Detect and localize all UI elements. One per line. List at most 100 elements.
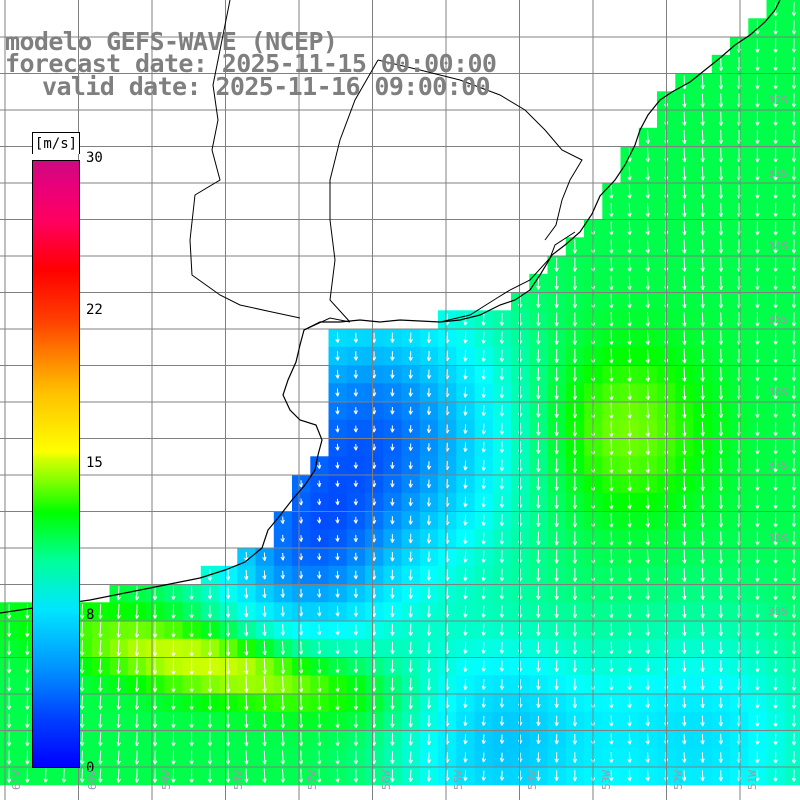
wind-arrow [609, 715, 614, 727]
wind-arrow [390, 516, 395, 525]
wind-arrow [627, 366, 632, 382]
wind-cell [784, 164, 800, 184]
wind-arrow [134, 586, 140, 601]
wind-arrow [755, 733, 760, 745]
wind-arrow [773, 513, 778, 528]
wind-arrow [554, 294, 559, 309]
wind-arrow [225, 587, 231, 600]
wind-arrow [335, 498, 340, 506]
wind-arrow [572, 715, 578, 727]
wind-arrow [755, 348, 760, 364]
wind-arrow [481, 550, 486, 563]
wind-arrow [773, 678, 778, 691]
wind-arrow [189, 639, 194, 657]
wind-arrow [98, 732, 103, 747]
wind-arrow [791, 568, 797, 582]
wind-arrow [536, 513, 541, 527]
wind-arrow [554, 715, 559, 727]
wind-arrow [572, 348, 578, 364]
wind-arrow [645, 420, 650, 437]
wind-arrow [627, 623, 632, 637]
wind-arrow [98, 603, 103, 620]
wind-arrow [554, 623, 559, 637]
wind-arrow [645, 733, 650, 745]
wind-arrow [554, 348, 559, 364]
wind-arrow [134, 713, 140, 729]
wind-arrow [682, 129, 687, 145]
wind-arrow [718, 294, 724, 309]
wind-arrow [61, 768, 67, 783]
wind-arrow [627, 202, 632, 218]
wind-arrow [116, 621, 121, 638]
wind-arrow [572, 660, 578, 673]
wind-arrow [572, 568, 578, 582]
wind-arrow [700, 348, 705, 364]
wind-arrow [426, 587, 432, 600]
wind-arrow [700, 166, 705, 181]
wind-arrow [572, 604, 578, 619]
wind-arrow [755, 696, 760, 709]
wind-arrow [408, 351, 413, 361]
wind-arrow [791, 769, 797, 782]
wind-arrow [700, 275, 705, 291]
wind-arrow [755, 769, 760, 782]
wind-arrow [645, 221, 650, 236]
wind-arrow [645, 294, 650, 309]
wind-arrow [390, 623, 395, 636]
wind-arrow [189, 750, 194, 765]
wind-arrow [682, 257, 687, 272]
wind-arrow [700, 202, 705, 218]
wind-arrow [353, 588, 359, 599]
wind-arrow [353, 606, 359, 617]
wind-arrow [499, 349, 505, 363]
colorbar-tick-0: 0 [86, 760, 95, 776]
wind-arrow [773, 148, 778, 163]
wind-arrow [755, 476, 760, 491]
wind-arrow [499, 679, 505, 690]
wind-arrow [609, 221, 614, 236]
wind-arrow [627, 586, 632, 601]
wind-arrow [718, 476, 724, 491]
wind-arrow [426, 479, 432, 489]
wind-arrow [791, 531, 797, 546]
wind-arrow [773, 75, 778, 90]
wind-arrow [755, 641, 760, 655]
wind-arrow [791, 221, 797, 236]
wind-cell [784, 109, 800, 129]
wind-arrow [572, 421, 578, 437]
wind-arrow [353, 480, 358, 487]
wind-arrow [682, 494, 687, 510]
wind-arrow [463, 605, 468, 618]
wind-arrow [244, 732, 249, 747]
wind-arrow [481, 478, 487, 490]
wind-arrow [426, 678, 432, 691]
wind-arrow [189, 768, 194, 783]
wind-arrow [353, 425, 358, 433]
wind-arrow [627, 549, 632, 564]
wind-arrow [627, 678, 632, 691]
wind-arrow [682, 513, 687, 528]
wind-cell [784, 511, 800, 530]
wind-arrow [755, 202, 760, 218]
wind-arrow [682, 623, 687, 637]
wind-arrow [499, 386, 505, 399]
wind-arrow [171, 639, 176, 657]
wind-arrow [116, 750, 121, 765]
wind-arrow [791, 586, 797, 601]
wind-arrow [645, 129, 650, 145]
wind-arrow [335, 351, 340, 361]
wind-arrow [609, 184, 614, 199]
wind-arrow [244, 605, 249, 618]
wind-cell [784, 127, 800, 147]
wind-arrow [681, 752, 687, 763]
wind-arrow [408, 332, 413, 343]
wind-arrow [609, 439, 614, 456]
wind-arrow [426, 369, 432, 379]
wind-arrow [499, 550, 505, 564]
wind-arrow [463, 350, 468, 362]
wind-arrow [755, 421, 760, 437]
wind-arrow [353, 369, 358, 379]
wind-arrow [681, 641, 687, 655]
wind-arrow [627, 275, 632, 291]
wind-arrow [6, 768, 12, 783]
